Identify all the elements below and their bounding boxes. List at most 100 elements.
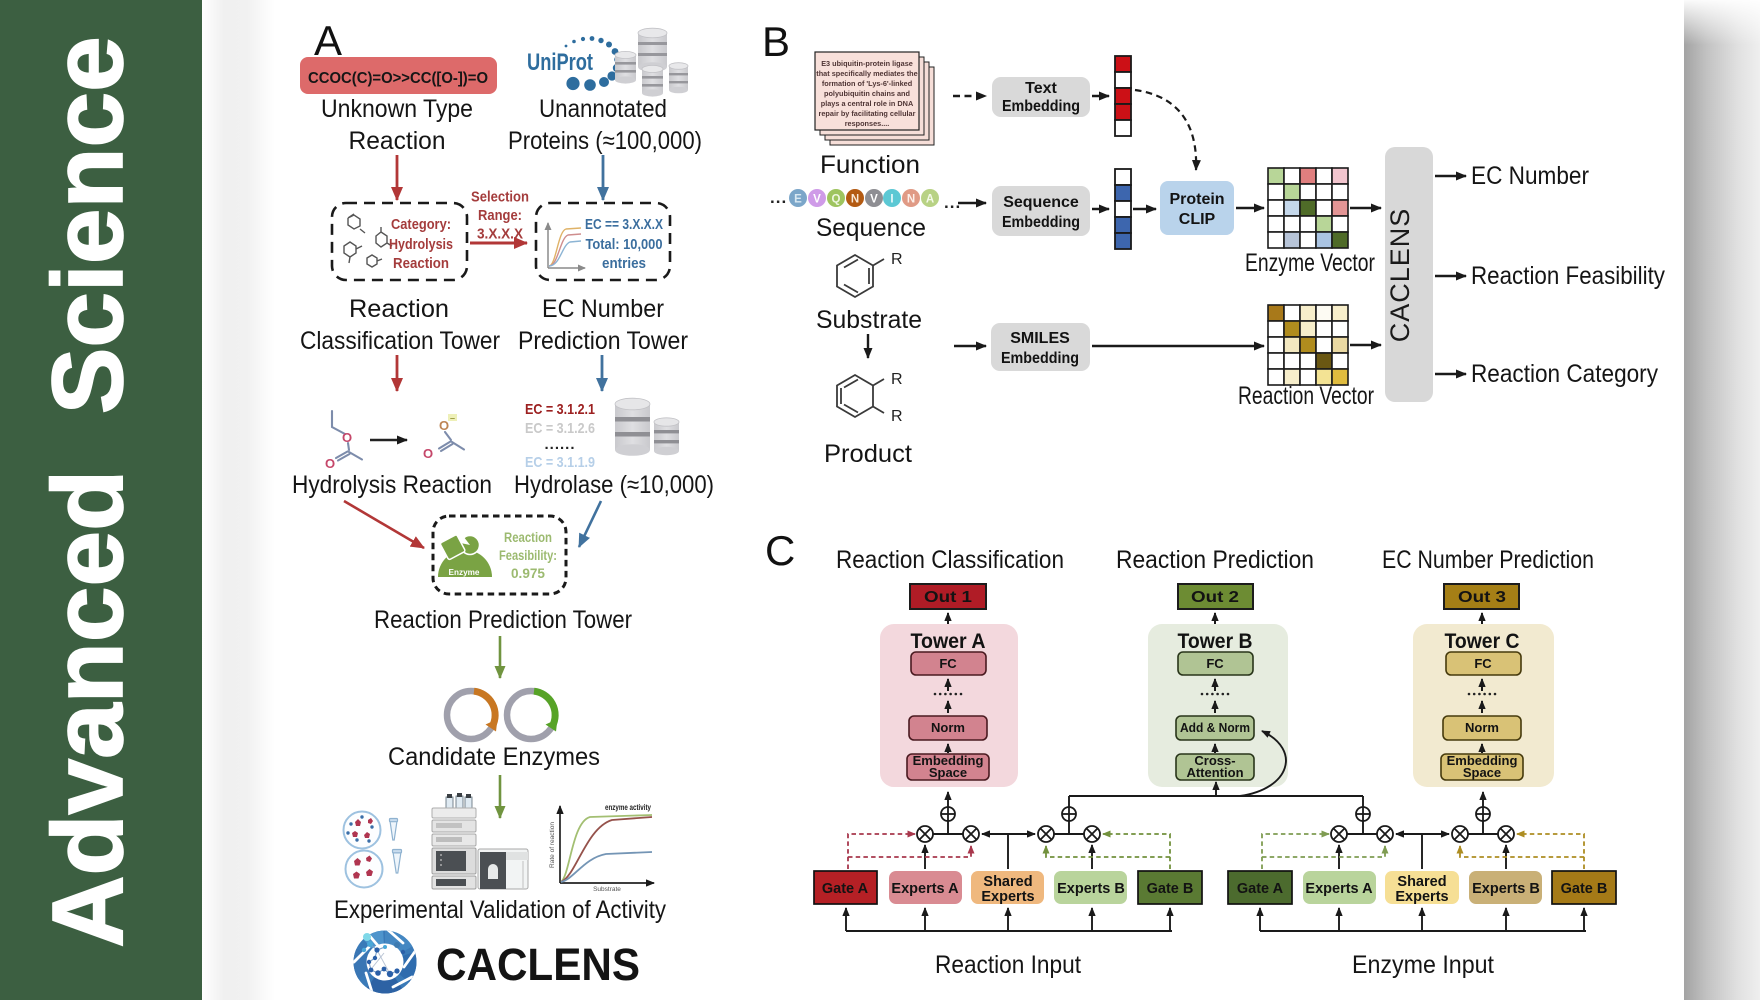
svg-text:Substrate: Substrate (816, 306, 922, 334)
svg-text:Gate A: Gate A (1237, 881, 1284, 897)
svg-text:Tower A: Tower A (911, 629, 986, 653)
svg-text:EC = 3.1.1.9: EC = 3.1.1.9 (525, 454, 595, 471)
svg-text:Reaction Feasibility: Reaction Feasibility (1471, 262, 1665, 290)
svg-text:FC: FC (939, 656, 957, 671)
svg-text:O: O (423, 446, 433, 461)
svg-text:Hydrolysis: Hydrolysis (389, 237, 453, 253)
svg-text:Reaction: Reaction (349, 127, 446, 155)
svg-text:Experimental Validation of Act: Experimental Validation of Activity (334, 896, 666, 924)
svg-text:Selection: Selection (471, 190, 529, 206)
svg-text:Gate B: Gate B (1147, 881, 1194, 897)
svg-text:Add & Norm: Add & Norm (1180, 720, 1250, 735)
svg-text:FC: FC (1474, 656, 1492, 671)
svg-text:Norm: Norm (931, 720, 965, 735)
svg-text:–: – (450, 413, 455, 423)
svg-text:A: A (926, 194, 934, 206)
svg-text:Range:: Range: (478, 208, 522, 224)
svg-text:EC Number: EC Number (542, 295, 664, 323)
svg-text:Out 2: Out 2 (1191, 589, 1239, 606)
svg-text:Sequence: Sequence (816, 214, 926, 242)
svg-text:Cross-: Cross- (1194, 753, 1235, 768)
svg-text:polyubiquitin chains and: polyubiquitin chains and (824, 89, 910, 98)
svg-text:CACLENS: CACLENS (1385, 208, 1415, 343)
svg-text:B: B (762, 18, 790, 65)
svg-text:R: R (891, 371, 903, 388)
svg-text:CCOC(C)=O>>CC([O-])=O: CCOC(C)=O>>CC([O-])=O (308, 70, 488, 87)
svg-text:Hydrolase (≈10,000): Hydrolase (≈10,000) (514, 471, 714, 499)
svg-text:N: N (851, 194, 859, 206)
svg-text:E: E (794, 194, 802, 206)
svg-text:Tower C: Tower C (1445, 629, 1520, 653)
svg-text:Text: Text (1025, 80, 1057, 97)
svg-text:Embedding: Embedding (1447, 753, 1518, 768)
svg-text:Reaction: Reaction (393, 256, 449, 272)
svg-text:...: ... (770, 188, 787, 207)
svg-text:Tower B: Tower B (1178, 629, 1253, 653)
svg-text:Shared: Shared (983, 874, 1032, 890)
svg-text:Gate B: Gate B (1561, 881, 1608, 897)
svg-text:EC = 3.1.2.6: EC = 3.1.2.6 (525, 420, 595, 437)
svg-text:Protein: Protein (1169, 191, 1224, 208)
svg-text:Enzyme: Enzyme (449, 567, 480, 577)
svg-text:EC Number Prediction: EC Number Prediction (1382, 546, 1594, 574)
svg-text:0.975: 0.975 (511, 566, 545, 581)
svg-text:R: R (891, 251, 903, 268)
svg-text:Experts: Experts (1395, 889, 1448, 905)
svg-text:N: N (907, 194, 915, 206)
svg-text:Rate of reaction: Rate of reaction (549, 822, 556, 868)
svg-text:Out 3: Out 3 (1458, 589, 1506, 606)
svg-text:Attention: Attention (1186, 765, 1243, 780)
svg-text:Classification Tower: Classification Tower (300, 327, 500, 355)
svg-text:Reaction Vector: Reaction Vector (1238, 382, 1374, 410)
svg-text:that specifically mediates the: that specifically mediates the (816, 69, 917, 78)
svg-text:I: I (890, 194, 893, 206)
svg-text:Sequence: Sequence (1003, 194, 1079, 211)
svg-text:Experts B: Experts B (1472, 881, 1540, 897)
svg-text:Embedding: Embedding (913, 753, 984, 768)
svg-text:O: O (342, 430, 352, 445)
svg-text:Embedding: Embedding (1002, 214, 1080, 231)
svg-text:entries: entries (602, 256, 646, 272)
svg-text:Embedding: Embedding (1002, 98, 1080, 115)
svg-text:responses....: responses.... (845, 119, 890, 128)
svg-text:3.X.X.X: 3.X.X.X (477, 227, 523, 243)
svg-text:Norm: Norm (1465, 720, 1499, 735)
svg-text:Feasibility:: Feasibility: (499, 548, 557, 563)
svg-text:Experts: Experts (981, 889, 1034, 905)
svg-text:EC == 3.X.X.X: EC == 3.X.X.X (585, 217, 663, 233)
svg-text:Candidate Enzymes: Candidate Enzymes (388, 743, 600, 771)
svg-text:Function: Function (820, 151, 920, 179)
svg-text:EC = 3.1.2.1: EC = 3.1.2.1 (525, 401, 595, 418)
svg-text:Unannotated: Unannotated (539, 95, 667, 123)
svg-text:Advanced Science: Advanced Science (32, 36, 144, 948)
svg-text:Enzyme Input: Enzyme Input (1352, 951, 1494, 979)
svg-text:Prediction Tower: Prediction Tower (518, 327, 688, 355)
svg-text:Out 1: Out 1 (924, 589, 972, 606)
svg-text:Total: 10,000: Total: 10,000 (586, 237, 663, 253)
svg-text:Enzyme Vector: Enzyme Vector (1245, 249, 1375, 277)
svg-text:V: V (813, 194, 821, 206)
svg-text:EC Number: EC Number (1471, 162, 1589, 190)
svg-text:Reaction: Reaction (504, 530, 552, 545)
svg-text:Q: Q (832, 194, 841, 206)
svg-text:Reaction Category: Reaction Category (1471, 360, 1658, 388)
svg-text:Product: Product (824, 440, 912, 468)
svg-text:Space: Space (929, 765, 967, 780)
svg-text:Reaction Input: Reaction Input (935, 951, 1081, 979)
svg-text:Shared: Shared (1397, 874, 1446, 890)
svg-text:C: C (765, 527, 795, 574)
svg-text:Space: Space (1463, 765, 1501, 780)
svg-text:A: A (314, 17, 342, 64)
svg-text:CACLENS: CACLENS (436, 939, 640, 990)
svg-text:FC: FC (1206, 656, 1224, 671)
svg-text:Unknown Type: Unknown Type (321, 95, 473, 123)
svg-text:enzyme activity: enzyme activity (605, 803, 651, 812)
svg-text:Experts A: Experts A (1305, 881, 1373, 897)
svg-text:Substrate: Substrate (593, 886, 621, 893)
svg-text:O: O (325, 456, 335, 471)
svg-text:Experts A: Experts A (891, 881, 959, 897)
svg-text:repair by facilitating cellula: repair by facilitating cellular (819, 109, 916, 118)
svg-text:formation of 'Lys-6'-linked: formation of 'Lys-6'-linked (822, 79, 912, 88)
svg-text:Reaction: Reaction (349, 295, 449, 323)
svg-text:Proteins (≈100,000): Proteins (≈100,000) (508, 127, 702, 155)
